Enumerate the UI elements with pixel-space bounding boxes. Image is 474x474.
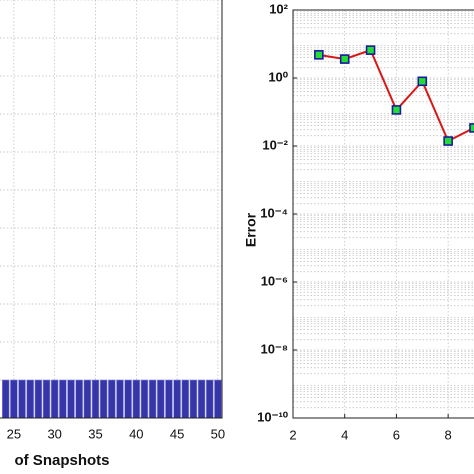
y-axis-label: Error [243,212,259,247]
bar [83,379,92,419]
x-tick-label: 50 [211,426,225,441]
marker [339,54,350,64]
bar [50,379,59,419]
marker [417,76,428,87]
y-tick-label: 10⁻⁸ [261,341,288,356]
x-tick-label: 6 [393,427,400,442]
x-tick-label: 4 [341,427,348,442]
y-tick-label: 10⁻² [262,137,288,152]
marker [365,45,376,55]
bar [1,379,10,419]
x-tick-label: 8 [445,427,452,442]
y-tick-label: 10⁰ [268,69,288,84]
x-tick-label: 25 [7,426,21,441]
bar [197,379,206,419]
bar [132,379,141,419]
bar [67,379,75,419]
bar [91,379,100,419]
bar [116,379,124,419]
bar [206,379,214,419]
x-axis-label: of Snapshots [14,452,109,469]
x-tick-label: 35 [88,426,102,441]
bar [34,379,43,419]
bar [165,379,173,419]
bar [42,379,51,419]
bar [26,379,34,419]
plot-frame [0,0,223,419]
bar [59,379,67,419]
x-tick-label: 30 [47,426,61,441]
x-tick-label: 45 [170,426,184,441]
marker [443,136,453,146]
bar [10,379,18,419]
bar [181,379,189,419]
bar [99,379,108,419]
bar [173,379,181,419]
y-tick-label: 10⁻⁴ [260,205,288,220]
y-tick-label: 10⁻¹⁰ [257,409,289,424]
bar [140,379,149,419]
y-tick-label: 10⁻⁶ [261,273,288,288]
bar [18,379,26,419]
plot-frame [292,9,474,419]
bar [148,379,157,419]
bar [157,379,165,419]
bar [108,379,116,419]
bar [214,379,222,419]
bar [75,379,83,419]
bar [189,379,198,419]
x-tick-label: 40 [129,426,143,441]
y-tick-label: 10² [269,1,288,16]
marker [469,123,474,133]
marker [391,105,402,115]
marker [314,50,324,60]
x-tick-label: 2 [289,427,296,442]
bar [124,379,132,419]
